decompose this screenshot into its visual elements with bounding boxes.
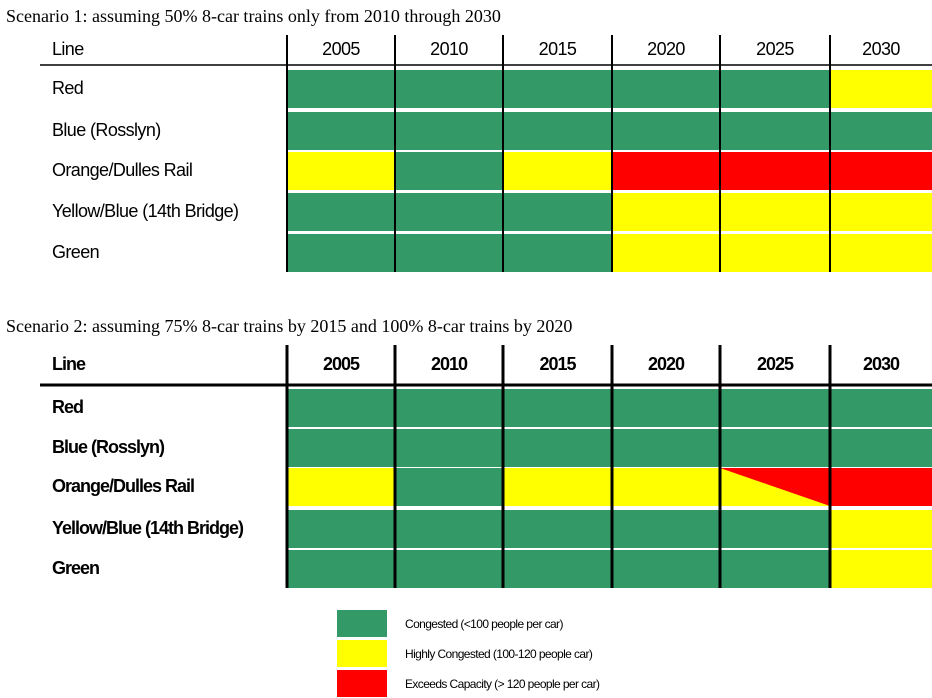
- cell: [830, 468, 932, 506]
- cell: [287, 193, 395, 231]
- cell: [830, 429, 932, 467]
- line-name: Red: [52, 78, 83, 98]
- line-name: Green: [52, 558, 99, 578]
- header-cell: 2005: [322, 39, 360, 59]
- header-cell: 2020: [648, 354, 685, 374]
- header-cell: 2030: [863, 354, 900, 374]
- cell: [720, 510, 830, 548]
- cell: [287, 468, 395, 506]
- cell: [830, 152, 932, 190]
- legend-label: Congested (<100 people per car): [405, 617, 563, 631]
- cell: [395, 510, 503, 548]
- header-cell: Line: [52, 39, 84, 59]
- cell-split: [720, 468, 830, 506]
- line-name: Yellow/Blue (14th Bridge): [52, 201, 238, 221]
- cell: [720, 389, 830, 427]
- cell: [287, 152, 395, 190]
- cell: [503, 510, 612, 548]
- legend-label: Exceeds Capacity (> 120 people per car): [405, 677, 600, 691]
- cell: [287, 70, 395, 108]
- cell: [503, 112, 612, 150]
- cell: [720, 70, 830, 108]
- cell: [395, 70, 503, 108]
- header-cell: 2010: [430, 39, 468, 59]
- header-cell: 2025: [757, 354, 794, 374]
- cell: [503, 550, 612, 588]
- header-cell: 2015: [539, 39, 577, 59]
- line-name: Green: [52, 242, 99, 262]
- cell: [720, 112, 830, 150]
- cell: [612, 112, 720, 150]
- cell: [503, 70, 612, 108]
- line-name: Blue (Rosslyn): [52, 120, 161, 140]
- cell: [612, 510, 720, 548]
- header-cell: 2010: [431, 354, 468, 374]
- line-name: Yellow/Blue (14th Bridge): [52, 518, 244, 538]
- header-cell: 2020: [647, 39, 685, 59]
- cell: [720, 152, 830, 190]
- cell: [612, 429, 720, 467]
- line-name: Orange/Dulles Rail: [52, 160, 192, 180]
- cell: [395, 468, 503, 506]
- cell: [395, 234, 503, 272]
- cell: [395, 152, 503, 190]
- cell: [395, 112, 503, 150]
- cell: [830, 193, 932, 231]
- header-cell: 2030: [862, 39, 900, 59]
- cell: [503, 468, 612, 506]
- cell: [612, 152, 720, 190]
- cell: [395, 193, 503, 231]
- cell: [287, 550, 395, 588]
- cell: [830, 234, 932, 272]
- cell: [395, 389, 503, 427]
- cell: [612, 193, 720, 231]
- cell: [503, 193, 612, 231]
- legend-swatch: [337, 670, 387, 697]
- cell: [830, 112, 932, 150]
- cell: [830, 550, 932, 588]
- cell: [503, 389, 612, 427]
- cell: [720, 234, 830, 272]
- header-cell: 2015: [539, 354, 576, 374]
- cell: [612, 234, 720, 272]
- cell: [503, 234, 612, 272]
- header-cell: 2005: [323, 354, 360, 374]
- cell: [395, 550, 503, 588]
- cell: [287, 234, 395, 272]
- cell: [287, 112, 395, 150]
- line-name: Red: [52, 397, 83, 417]
- cell: [830, 70, 932, 108]
- cell: [720, 193, 830, 231]
- cell: [612, 550, 720, 588]
- legend-swatch: [337, 610, 387, 637]
- cell: [503, 429, 612, 467]
- legend-label: Highly Congested (100-120 people car): [405, 647, 593, 661]
- line-name: Blue (Rosslyn): [52, 437, 165, 457]
- cell: [395, 429, 503, 467]
- cell: [720, 550, 830, 588]
- cell: [830, 389, 932, 427]
- cell: [503, 152, 612, 190]
- cell: [287, 389, 395, 427]
- cell: [287, 429, 395, 467]
- legend-swatch: [337, 640, 387, 667]
- cell: [612, 389, 720, 427]
- cell: [612, 468, 720, 506]
- scenario-title: Scenario 2: assuming 75% 8-car trains by…: [6, 316, 572, 336]
- cell: [287, 510, 395, 548]
- line-name: Orange/Dulles Rail: [52, 476, 194, 496]
- cell: [612, 70, 720, 108]
- scenario-title: Scenario 1: assuming 50% 8-car trains on…: [6, 6, 501, 26]
- header-cell: 2025: [756, 39, 794, 59]
- cell: [720, 429, 830, 467]
- cell: [830, 510, 932, 548]
- header-cell: Line: [52, 354, 86, 374]
